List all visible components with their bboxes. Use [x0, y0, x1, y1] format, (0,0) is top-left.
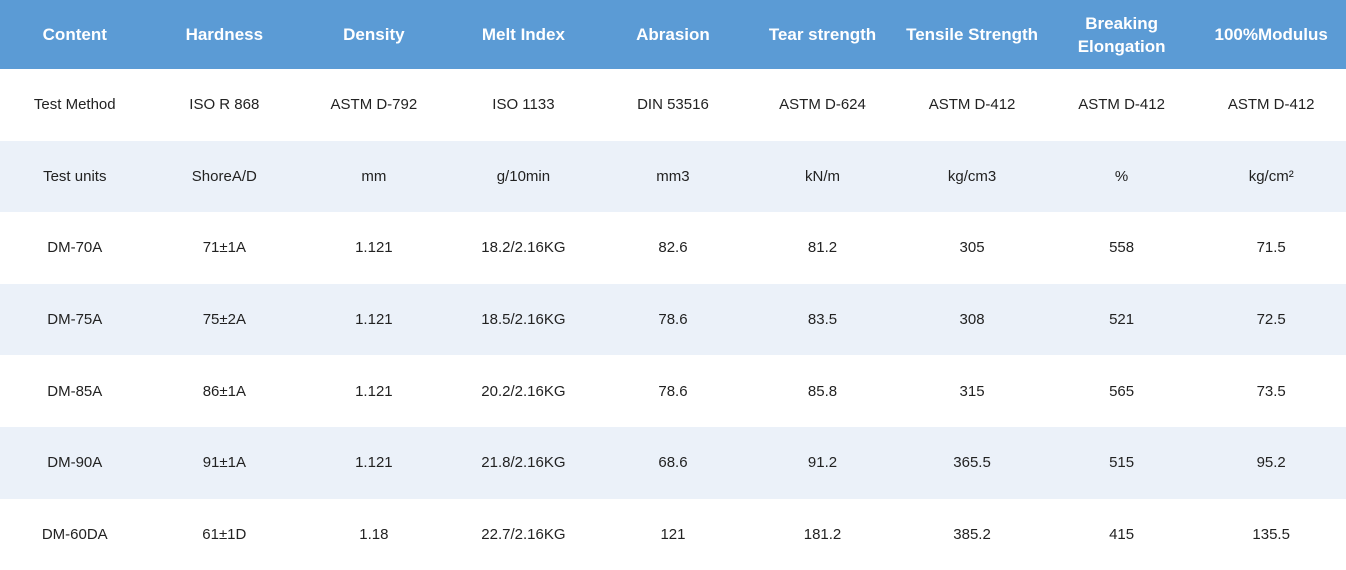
table-cell: kg/cm3: [897, 140, 1047, 213]
table-cell: mm3: [598, 140, 748, 213]
header-cell: Melt Index: [448, 0, 599, 69]
row-label: DM-70A: [47, 239, 103, 257]
table-cell: kg/cm²: [1196, 140, 1346, 213]
row-label: DM-85A: [47, 382, 103, 400]
table-cell: 18.2/2.16KG: [481, 239, 566, 257]
table-cell: ShoreA/D: [149, 140, 300, 213]
table-cell: 135.5: [1252, 525, 1290, 543]
row-label: Test units: [0, 140, 150, 213]
table-header: Content Hardness Density Melt Index Abrasion…: [0, 0, 1346, 69]
table-cell: 68.6: [598, 426, 748, 499]
table-cell: 95.2: [1196, 426, 1346, 499]
table-row: DM-85A 86±1A 1.121 20.2/2.16KG 78.6 85.8 315 56…: [0, 355, 1346, 427]
table-cell: 1.121: [299, 283, 449, 356]
table-cell: 73.5: [1256, 382, 1286, 400]
table-cell: 71±1A: [202, 239, 246, 257]
table-cell: 1.121: [355, 239, 393, 257]
header-cell: Tensile Strength: [897, 0, 1047, 69]
header-cell: Tear strength: [747, 0, 898, 69]
table-cell: ISO R 868: [189, 96, 260, 114]
table-cell: 72.5: [1196, 283, 1346, 356]
table-cell: 83.5: [747, 283, 898, 356]
header-cell: 100%Modulus: [1196, 0, 1346, 69]
table-row: DM-60DA 61±1D 1.18 22.7/2.16KG 121 181.2 385.2…: [0, 499, 1346, 570]
table-cell: 61±1D: [202, 525, 247, 543]
table-row: DM-70A 71±1A 1.121 18.2/2.16KG 82.6 81.2 305 55…: [0, 212, 1346, 284]
row-label: DM-60DA: [41, 525, 108, 543]
table-cell: 18.5/2.16KG: [448, 283, 599, 356]
table-cell: 91.2: [747, 426, 898, 499]
table-row: DM-75A 75±2A 1.121 18.5/2.16KG 78.6 83.5 308 52…: [0, 283, 1346, 356]
table-cell: 315: [959, 382, 985, 400]
table-cell: DIN 53516: [637, 96, 709, 114]
table-cell: 20.2/2.16KG: [481, 382, 566, 400]
table-cell: 86±1A: [202, 382, 246, 400]
table-cell: 91±1A: [149, 426, 300, 499]
header-cell: Content: [0, 0, 150, 69]
table-cell: 78.6: [598, 283, 748, 356]
table-cell: 82.6: [658, 239, 688, 257]
table-cell: 85.8: [807, 382, 838, 400]
table-cell: ASTM D-412: [928, 96, 1016, 114]
table-row: Test Method ISO R 868 ASTM D-792 ISO 1133 DI…: [0, 69, 1346, 141]
table-cell: 308: [897, 283, 1047, 356]
table-cell: ISO 1133: [492, 96, 555, 114]
table-cell: kN/m: [747, 140, 898, 213]
header-cell: Hardness: [149, 0, 300, 69]
table-cell: ASTM D-624: [779, 96, 866, 114]
table-cell: 71.5: [1256, 239, 1286, 257]
table-cell: 78.6: [658, 382, 688, 400]
table-cell: 521: [1046, 283, 1197, 356]
table-cell: 75±2A: [149, 283, 300, 356]
table-cell: ASTM D-792: [330, 96, 418, 114]
table-cell: %: [1046, 140, 1197, 213]
table-cell: 515: [1046, 426, 1197, 499]
table-cell: 1.121: [299, 426, 449, 499]
table-cell: 181.2: [803, 525, 842, 543]
table-cell: 305: [959, 239, 985, 257]
table-cell: 385.2: [953, 525, 991, 543]
table-cell: 81.2: [807, 239, 838, 257]
table-cell: 22.7/2.16KG: [481, 525, 566, 543]
table-cell: 415: [1109, 525, 1135, 543]
table-cell: 1.121: [355, 382, 393, 400]
table-cell: ASTM D-412: [1227, 96, 1315, 114]
table-cell: 558: [1109, 239, 1135, 257]
table-row: Test units ShoreA/D mm g/10min mm3 kN/m kg/cm3…: [0, 140, 1346, 213]
table-cell: g/10min: [448, 140, 599, 213]
table-body: Test Method ISO R 868 ASTM D-792 ISO 1133 DI…: [0, 69, 1346, 570]
header-cell: Density: [299, 0, 449, 69]
row-label: DM-90A: [0, 426, 150, 499]
row-label: Test Method: [33, 96, 116, 114]
header-cell: Breaking Elongation: [1046, 0, 1197, 69]
table-cell: 121: [660, 525, 686, 543]
table-cell: 1.18: [359, 525, 389, 543]
table-cell: ASTM D-412: [1078, 96, 1165, 114]
header-cell: Abrasion: [598, 0, 748, 69]
header-row: Content Hardness Density Melt Index Abrasion…: [0, 0, 1346, 69]
table-cell: mm: [299, 140, 449, 213]
table-cell: 565: [1109, 382, 1135, 400]
table-cell: 365.5: [897, 426, 1047, 499]
table-row: DM-90A 91±1A 1.121 21.8/2.16KG 68.6 91.2 365.5…: [0, 426, 1346, 499]
table-cell: 21.8/2.16KG: [448, 426, 599, 499]
row-label: DM-75A: [0, 283, 150, 356]
